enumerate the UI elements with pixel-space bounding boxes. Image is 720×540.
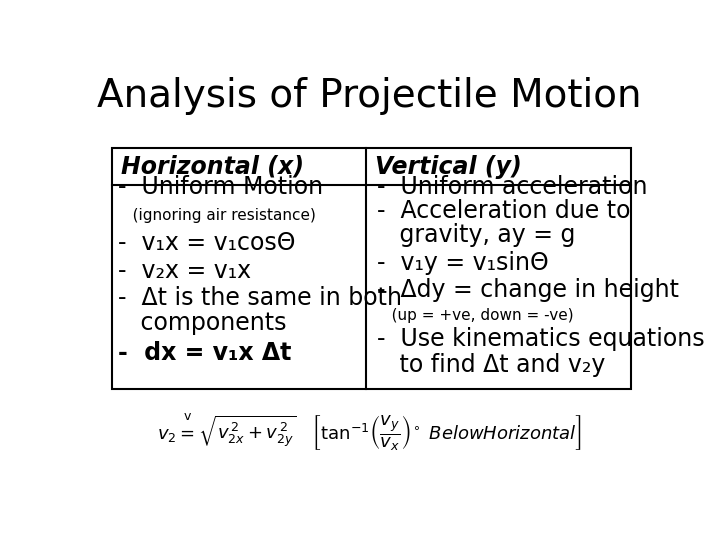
Text: Horizontal (x): Horizontal (x) [121, 154, 304, 179]
Text: -  Δdy = change in height: - Δdy = change in height [377, 278, 680, 302]
Text: -  Acceleration due to: - Acceleration due to [377, 199, 631, 223]
Text: -  Uniform Motion: - Uniform Motion [118, 176, 323, 199]
Text: -  v₂x = v₁x: - v₂x = v₁x [118, 259, 251, 282]
Text: $v_2 = \sqrt{v_{2x}^{\,2} + v_{2y}^{\,2}}$   $\left[\tan^{-1}\!\left(\dfrac{v_y}: $v_2 = \sqrt{v_{2x}^{\,2} + v_{2y}^{\,2}… [156, 413, 582, 453]
Text: -  dx = v₁x Δt: - dx = v₁x Δt [118, 341, 292, 364]
Text: -  Use kinematics equations: - Use kinematics equations [377, 327, 705, 351]
Text: gravity, ay = g: gravity, ay = g [377, 223, 576, 247]
Text: v: v [184, 410, 192, 423]
Text: to find Δt and v₂y: to find Δt and v₂y [377, 353, 606, 377]
Text: -  Uniform acceleration: - Uniform acceleration [377, 176, 648, 199]
Text: -  v₁y = v₁sinΘ: - v₁y = v₁sinΘ [377, 251, 549, 275]
Text: Analysis of Projectile Motion: Analysis of Projectile Motion [96, 77, 642, 115]
Text: Vertical (y): Vertical (y) [374, 154, 521, 179]
Text: -  Δt is the same in both: - Δt is the same in both [118, 287, 402, 310]
Text: -  v₁x = v₁cosΘ: - v₁x = v₁cosΘ [118, 231, 295, 255]
Bar [112, 148, 631, 389]
Text: (up = +ve, down = -ve): (up = +ve, down = -ve) [377, 308, 574, 322]
Text: (ignoring air resistance): (ignoring air resistance) [118, 208, 316, 223]
Text: components: components [118, 312, 287, 335]
